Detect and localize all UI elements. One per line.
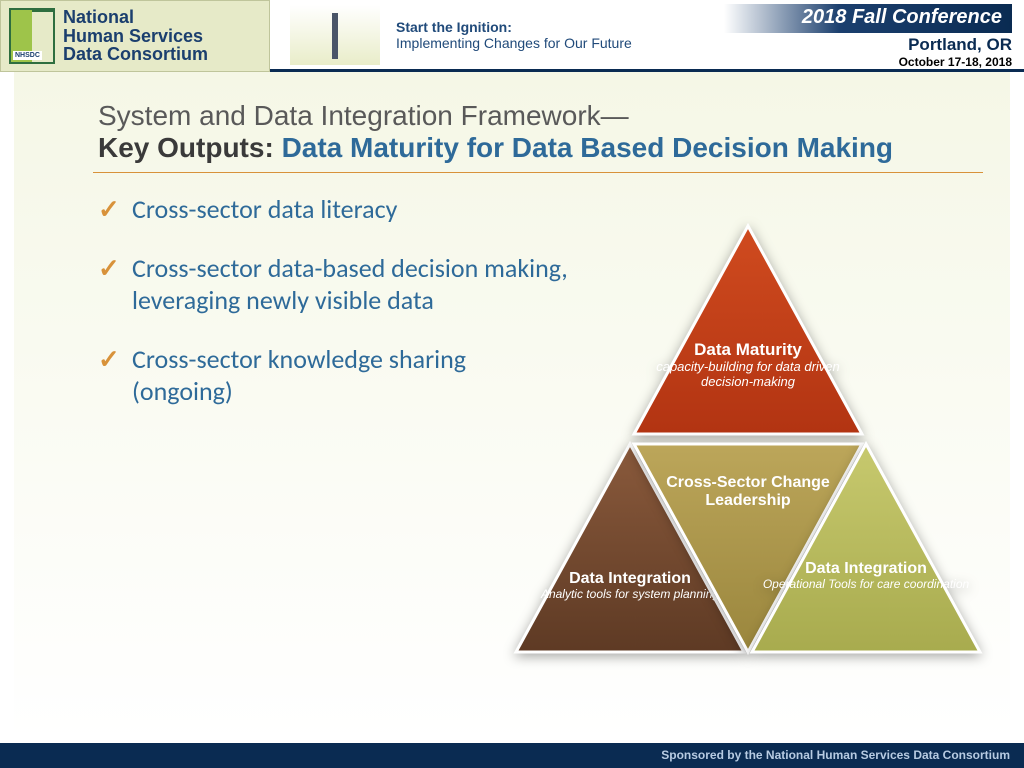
org-name-line2: Human Services <box>63 27 208 46</box>
org-name-line3: Data Consortium <box>63 45 208 64</box>
bullet-item: Cross-sector data literacy <box>98 193 568 226</box>
slide-subtitle: Data Maturity for Data Based Decision Ma… <box>282 132 893 163</box>
conference-banner: 2018 Fall Conference <box>724 4 1012 33</box>
slide-title-line1: System and Data Integration Framework— <box>98 100 1010 132</box>
bullet-item: Cross-sector knowledge sharing (ongoing) <box>98 343 568 408</box>
org-name: National Human Services Data Consortium <box>63 8 208 65</box>
pyramid-br-title: Data Integration <box>748 560 984 578</box>
pyramid-top-title: Data Maturity <box>630 340 866 360</box>
conference-dates: October 17-18, 2018 <box>724 55 1012 69</box>
title-divider <box>93 172 983 173</box>
pyramid-br-subtitle: Operational Tools for care coordination <box>748 578 984 592</box>
tagline-line2: Implementing Changes for Our Future <box>396 35 632 51</box>
conference-location: Portland, OR <box>724 35 1012 55</box>
bullet-item: Cross-sector data-based decision making,… <box>98 252 568 317</box>
footer-bar: Sponsored by the National Human Services… <box>0 743 1024 768</box>
conference-info: 2018 Fall Conference Portland, OR Octobe… <box>724 0 1024 69</box>
org-logo-block: National Human Services Data Consortium <box>0 0 270 72</box>
pyramid-bottom-right: Data Integration Operational Tools for c… <box>748 440 984 656</box>
tagline-line1: Start the Ignition: <box>396 19 632 35</box>
footer-text: Sponsored by the National Human Services… <box>661 748 1010 762</box>
rocket-icon <box>290 5 380 65</box>
pyramid-top: Data Maturity capacity-building for data… <box>630 222 866 438</box>
conference-tagline: Start the Ignition: Implementing Changes… <box>396 19 632 51</box>
org-name-line1: National <box>63 8 208 27</box>
bullet-list: Cross-sector data literacy Cross-sector … <box>98 193 568 408</box>
nhsdc-logo-icon <box>9 8 55 64</box>
key-outputs-label: Key Outputs: <box>98 132 274 163</box>
header-middle: Start the Ignition: Implementing Changes… <box>270 0 724 69</box>
pyramid-diagram: Data Maturity capacity-building for data… <box>512 222 982 662</box>
header-bar: National Human Services Data Consortium … <box>0 0 1024 72</box>
pyramid-top-subtitle: capacity-building for data driven decisi… <box>630 360 866 390</box>
slide-body: System and Data Integration Framework— K… <box>0 72 1024 740</box>
slide-title-line2: Key Outputs: Data Maturity for Data Base… <box>98 132 1010 164</box>
